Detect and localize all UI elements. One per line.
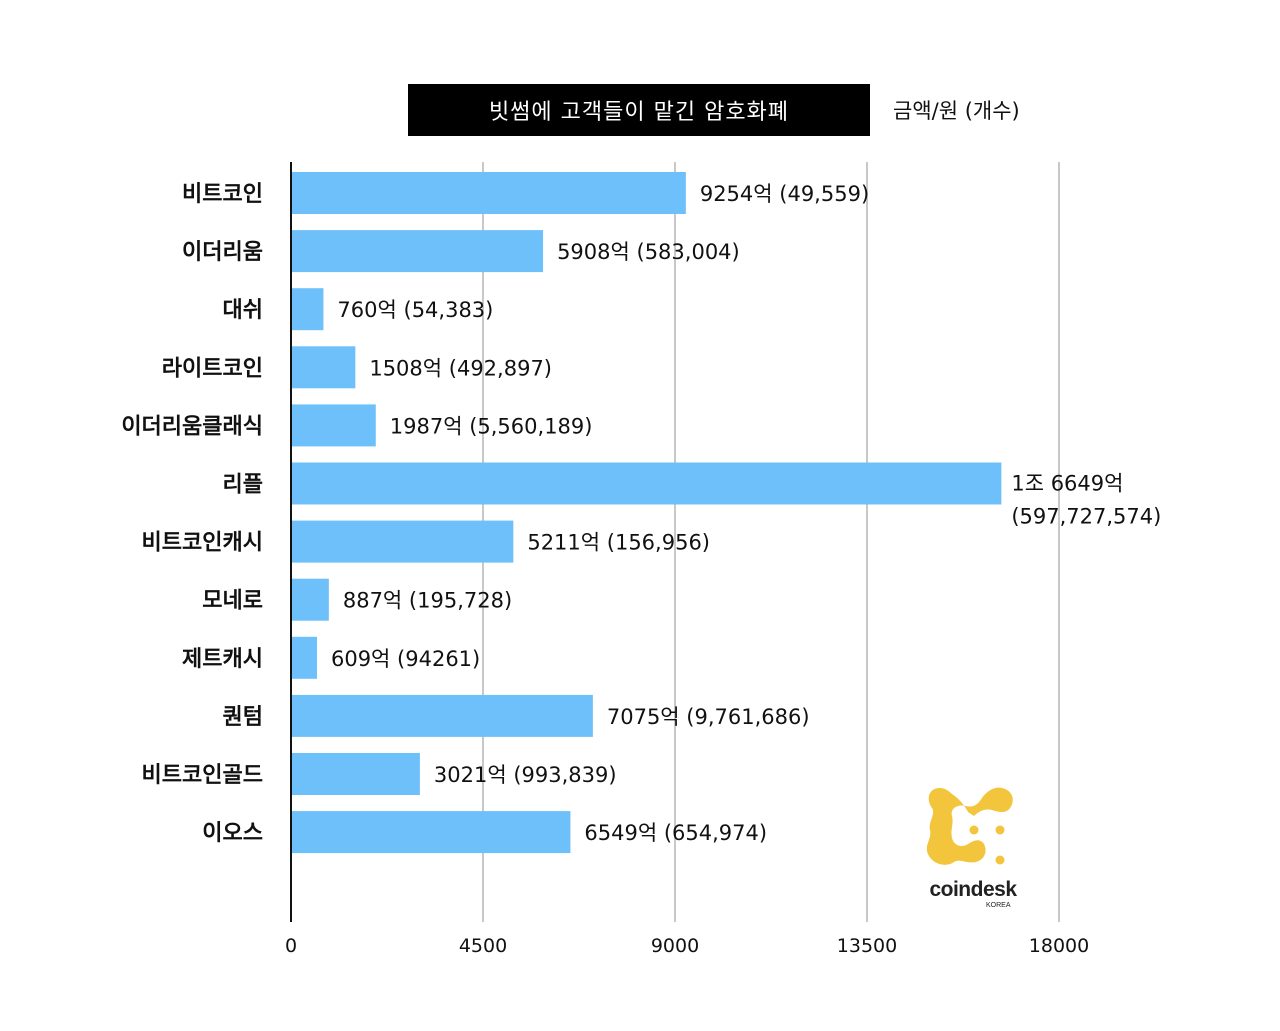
bar bbox=[291, 811, 571, 854]
value-label: 7075억 (9,761,686) bbox=[607, 705, 810, 729]
value-label: 1987억 (5,560,189) bbox=[390, 414, 593, 438]
value-label: 5211억 (156,956) bbox=[527, 531, 710, 555]
x-tick-label: 9000 bbox=[651, 935, 699, 957]
value-label: 1508억 (492,897) bbox=[369, 356, 552, 380]
value-label: 887억 (195,728) bbox=[343, 589, 512, 613]
bar bbox=[291, 694, 593, 737]
bar bbox=[291, 404, 376, 447]
bar bbox=[291, 636, 317, 679]
unit-label: 금액/원 (개수) bbox=[893, 99, 1020, 123]
bar bbox=[291, 578, 329, 621]
category-label: 비트코인골드 bbox=[142, 763, 263, 788]
value-labels: 9254억 (49,559) 5908억 (583,004) 760억 (54,38… bbox=[331, 182, 1161, 845]
value-label: 5908억 (583,004) bbox=[557, 240, 740, 264]
category-label: 리플 bbox=[223, 473, 263, 498]
value-label: 6549억 (654,974) bbox=[584, 821, 767, 845]
chart-title: 빗썸에 고객들이 맡긴 암호화폐 bbox=[408, 84, 870, 136]
bar bbox=[291, 288, 324, 331]
category-label: 모네로 bbox=[202, 589, 263, 614]
gridlines bbox=[482, 162, 1060, 922]
x-tick-label: 18000 bbox=[1029, 935, 1089, 957]
category-labels: 비트코인이더리움대쉬라이트코인이더리움클래식리플비트코인캐시모네로제트캐시퀀텀비… bbox=[121, 182, 263, 846]
category-label: 이더리움 bbox=[182, 240, 263, 265]
bar bbox=[291, 520, 514, 563]
bars bbox=[291, 172, 1002, 854]
value-label: 9254억 (49,559) bbox=[700, 182, 869, 206]
category-label: 비트코인캐시 bbox=[142, 531, 263, 556]
category-label: 비트코인 bbox=[182, 182, 263, 207]
coindesk-mark-icon bbox=[926, 787, 1013, 865]
bar bbox=[291, 753, 420, 795]
category-label: 대쉬 bbox=[223, 298, 263, 323]
coindesk-logo: coindesk KOREA bbox=[918, 782, 1028, 912]
category-label: 라이트코인 bbox=[162, 356, 263, 381]
bar bbox=[291, 462, 1002, 505]
category-label: 퀀텀 bbox=[223, 705, 263, 730]
x-tick-label: 13500 bbox=[837, 935, 897, 957]
x-tick-labels: 0 4500 9000 13500 18000 bbox=[285, 935, 1089, 957]
bar bbox=[291, 172, 686, 214]
bar bbox=[291, 230, 544, 273]
value-label: 3021억 (993,839) bbox=[434, 763, 617, 787]
value-label: (597,727,574) bbox=[1011, 505, 1161, 529]
logo-subtext: KOREA bbox=[986, 902, 1011, 909]
x-tick-label: 4500 bbox=[459, 935, 507, 957]
category-label: 제트캐시 bbox=[182, 647, 263, 672]
logo-wordmark: coindesk bbox=[929, 878, 1017, 901]
bar bbox=[291, 346, 356, 389]
x-tick-label: 0 bbox=[285, 935, 297, 957]
category-label: 이오스 bbox=[202, 821, 263, 846]
value-label: 1조 6649억 bbox=[1011, 472, 1123, 496]
value-label: 760억 (54,383) bbox=[337, 298, 493, 322]
value-label: 609억 (94261) bbox=[331, 647, 480, 671]
category-label: 이더리움클래식 bbox=[121, 414, 263, 439]
